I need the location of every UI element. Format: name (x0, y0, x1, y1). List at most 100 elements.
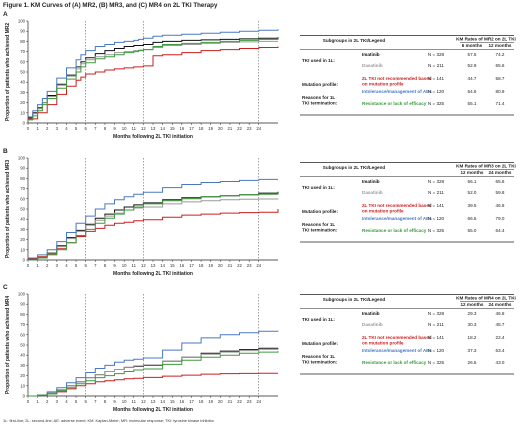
y-tick-label: 20 (20, 237, 25, 242)
table-n-value: N = 141 (428, 203, 445, 208)
y-tick-label: 50 (20, 207, 25, 212)
x-tick-label: 11 (132, 399, 137, 404)
table-subgroup-label: Imatinib (362, 179, 380, 184)
table-rate-value-1: 57.5 (468, 52, 477, 57)
table-col-header-2: 24 months (489, 170, 512, 175)
km-table-mr3: Subgroups in 2L TKI/Legend KM Rates of MR… (300, 162, 516, 251)
x-tick-label: 1 (36, 126, 39, 131)
y-tick-label: 40 (20, 217, 25, 222)
x-tick-label: 21 (228, 263, 233, 268)
table-subgroup-label: Imatinib (362, 52, 380, 57)
table-subgroup-label: Intolerance/management of AEs (362, 216, 432, 221)
x-tick-label: 14 (160, 126, 165, 131)
table-rate-value-1: 66.5 (468, 216, 477, 221)
x-tick-label: 23 (247, 399, 252, 404)
table-rate-value-2: 65.6 (496, 179, 505, 184)
x-tick-label: 16 (179, 399, 184, 404)
table-subgroup-label: Dasatinib (362, 63, 383, 68)
x-tick-label: 19 (208, 399, 213, 404)
x-tick-label: 5 (75, 399, 78, 404)
panel-letter: C (3, 284, 8, 291)
table-rate-value-1: 55.0 (468, 228, 477, 233)
table-rate-value-2: 43.0 (496, 360, 505, 365)
table-col-header-1: 6 months (462, 43, 483, 48)
y-tick-label: 20 (20, 100, 25, 105)
x-tick-label: 18 (199, 263, 204, 268)
series-line-not_recommended (28, 46, 279, 120)
x-tick-label: 9 (113, 126, 116, 131)
x-tick-label: 10 (122, 399, 127, 404)
x-axis-label: Months following 2L TKI initiation (113, 134, 193, 140)
x-tick-label: 6 (84, 263, 87, 268)
table-n-value: N = 211 (428, 190, 444, 195)
table-n-value: N = 328 (428, 311, 445, 316)
x-tick-label: 24 (256, 399, 261, 404)
table-group-label: TKI used in 1L: (302, 58, 335, 63)
x-axis-label: Months following 2L TKI initiation (113, 271, 193, 277)
series-line-intolerance (28, 330, 279, 397)
table-rate-value-2: 45.7 (496, 322, 505, 327)
series-line-resistance (28, 38, 279, 121)
x-tick-label: 3 (56, 399, 59, 404)
y-tick-label: 60 (20, 332, 25, 337)
x-tick-label: 5 (75, 263, 78, 268)
table-col-header-1: 12 months (461, 170, 484, 175)
table-header-subgroups: Subgroups in 2L TKI/Legend (323, 38, 386, 43)
y-tick-label: 70 (20, 322, 25, 327)
table-rate-value-2: 65.6 (496, 63, 505, 68)
x-tick-label: 16 (179, 263, 184, 268)
y-tick-label: 10 (20, 247, 25, 252)
x-tick-label: 3 (56, 126, 59, 131)
x-tick-label: 18 (199, 399, 204, 404)
table-n-value: N = 325 (428, 101, 445, 106)
table-subgroup-label: 2L TKI not recommended based (362, 203, 432, 208)
x-tick-label: 10 (122, 263, 127, 268)
table-group-label: TKI termination: (302, 101, 338, 106)
y-tick-label: 100 (18, 19, 26, 24)
km-table-mr2-svg: Subgroups in 2L TKI/Legend KM Rates of MR… (300, 35, 516, 116)
x-tick-label: 23 (247, 263, 252, 268)
x-tick-label: 15 (170, 399, 175, 404)
x-tick-label: 8 (104, 126, 107, 131)
x-tick-label: 4 (65, 126, 68, 131)
table-group-label: Reasons for 1L (302, 222, 335, 227)
x-tick-label: 3 (56, 263, 59, 268)
series-line-dasatinib (28, 40, 278, 120)
table-rate-value-1: 37.3 (468, 348, 477, 353)
table-rate-value-2: 59.8 (496, 190, 505, 195)
table-rate-value-1: 30.3 (468, 322, 477, 327)
x-tick-label: 24 (256, 126, 261, 131)
y-tick-label: 90 (20, 302, 25, 307)
table-rate-value-2: 46.8 (496, 203, 505, 208)
table-rate-value-2: 74.2 (496, 52, 505, 57)
x-tick-label: 15 (170, 263, 175, 268)
km-table-mr3-svg: Subgroups in 2L TKI/Legend KM Rates of MR… (300, 162, 516, 243)
table-subgroup-label: on mutation profile (362, 341, 404, 346)
x-tick-label: 17 (189, 126, 194, 131)
table-n-value: N = 325 (428, 228, 445, 233)
x-tick-label: 0 (27, 399, 30, 404)
table-n-value: N = 141 (428, 76, 445, 81)
table-rate-value-2: 71.4 (496, 101, 505, 106)
y-tick-label: 40 (20, 353, 25, 358)
table-subgroup-label: Resistance or lack of efficacy (362, 228, 427, 233)
x-tick-label: 11 (132, 263, 137, 268)
y-tick-label: 10 (20, 383, 25, 388)
table-header-subgroups: Subgroups in 2L TKI/Legend (323, 165, 386, 170)
km-table-mr4-svg: Subgroups in 2L TKI/Legend KM Rates of MR… (300, 294, 516, 375)
table-n-value: N = 328 (428, 179, 445, 184)
table-n-value: N = 120 (428, 89, 445, 94)
x-tick-label: 10 (122, 126, 127, 131)
figure-title: Figure 1. KM Curves of (A) MR2, (B) MR3,… (3, 2, 218, 9)
x-tick-label: 1 (36, 399, 39, 404)
x-tick-label: 0 (27, 126, 30, 131)
table-rate-value-2: 63.4 (496, 348, 505, 353)
table-subgroup-label: Intolerance/management of AEs (362, 348, 432, 353)
series-line-imatinib (28, 347, 279, 397)
panel-a: A 0 10 20 30 40 50 60 70 80 90 100 0 1 2 3 4 5 6 7 8 9 10 11 12… (0, 11, 520, 144)
table-subgroup-label: Resistance or lack of efficacy (362, 101, 427, 106)
x-tick-label: 20 (218, 399, 223, 404)
table-subgroup-label: 2L TKI not recommended based (362, 335, 432, 340)
y-tick-label: 30 (20, 90, 25, 95)
